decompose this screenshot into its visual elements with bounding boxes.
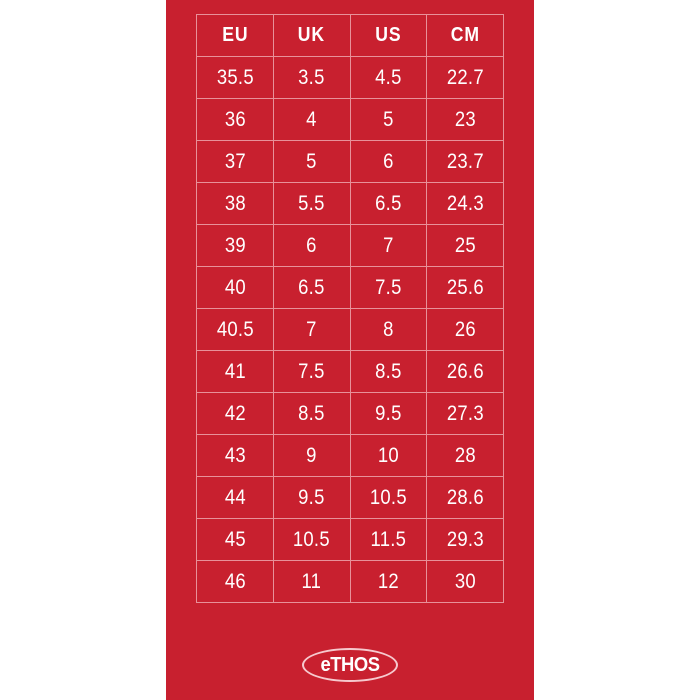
table-row: 46 11 12 30 xyxy=(197,560,504,603)
table-cell: 42 xyxy=(200,392,270,435)
table-cell: 44 xyxy=(200,476,270,519)
table-cell: 35.5 xyxy=(200,56,270,99)
table-row: 45 10.5 11.5 29.3 xyxy=(197,518,504,561)
table-row: 40.5 7 8 26 xyxy=(197,308,504,351)
table-cell: 40 xyxy=(200,266,270,309)
table-cell: 10 xyxy=(354,434,423,477)
table-cell: 37 xyxy=(200,140,270,183)
table-cell: 3.5 xyxy=(277,56,346,99)
table-cell: 40.5 xyxy=(200,308,270,351)
ethos-logo: eTHOS xyxy=(302,648,398,682)
table-cell: 23 xyxy=(430,98,500,141)
table-row: 35.5 3.5 4.5 22.7 xyxy=(197,56,504,99)
table-cell: 25 xyxy=(430,224,500,267)
table-cell: 6 xyxy=(277,224,346,267)
table-row: 41 7.5 8.5 26.6 xyxy=(197,350,504,393)
table-cell: 45 xyxy=(200,518,270,561)
table-cell: 5 xyxy=(277,140,346,183)
table-cell: 46 xyxy=(200,560,270,603)
table-cell: 7.5 xyxy=(277,350,346,393)
table-cell: 5 xyxy=(354,98,423,141)
table-row: 36 4 5 23 xyxy=(197,98,504,141)
table-cell: 28.6 xyxy=(430,476,500,519)
table-cell: 26.6 xyxy=(430,350,500,393)
table-cell: 22.7 xyxy=(430,56,500,99)
table-cell: 36 xyxy=(200,98,270,141)
table-cell: 23.7 xyxy=(430,140,500,183)
table-row: 44 9.5 10.5 28.6 xyxy=(197,476,504,519)
table-row: 39 6 7 25 xyxy=(197,224,504,267)
table-cell: 11 xyxy=(277,560,346,603)
table-cell: 8.5 xyxy=(354,350,423,393)
table-row: 37 5 6 23.7 xyxy=(197,140,504,183)
table-body: 35.5 3.5 4.5 22.7 36 4 5 23 37 5 6 23.7 38 5.5 6.5 24.3… xyxy=(197,56,504,603)
table-cell: 41 xyxy=(200,350,270,393)
table-cell: 28 xyxy=(430,434,500,477)
table-row: 40 6.5 7.5 25.6 xyxy=(197,266,504,309)
column-header-us: US xyxy=(354,14,423,57)
table-cell: 12 xyxy=(354,560,423,603)
table-cell: 8 xyxy=(354,308,423,351)
table-cell: 10.5 xyxy=(354,476,423,519)
table-cell: 9.5 xyxy=(277,476,346,519)
table-cell: 6.5 xyxy=(277,266,346,309)
table-cell: 30 xyxy=(430,560,500,603)
table-cell: 6 xyxy=(354,140,423,183)
table-cell: 4 xyxy=(277,98,346,141)
table-cell: 24.3 xyxy=(430,182,500,225)
table-cell: 7 xyxy=(354,224,423,267)
column-header-cm: CM xyxy=(430,14,500,57)
column-header-eu: EU xyxy=(200,14,270,57)
table-cell: 7.5 xyxy=(354,266,423,309)
table-cell: 26 xyxy=(430,308,500,351)
table-row: 43 9 10 28 xyxy=(197,434,504,477)
size-chart-panel: EU UK US CM 35.5 3.5 4.5 22.7 36 4 5 23 37 5 6 23.7… xyxy=(166,0,534,700)
logo-wordmark: eTHOS xyxy=(320,654,380,676)
table-cell: 10.5 xyxy=(277,518,346,561)
table-row: 38 5.5 6.5 24.3 xyxy=(197,182,504,225)
table-cell: 11.5 xyxy=(354,518,423,561)
table-cell: 43 xyxy=(200,434,270,477)
table-cell: 7 xyxy=(277,308,346,351)
size-conversion-table: EU UK US CM 35.5 3.5 4.5 22.7 36 4 5 23 37 5 6 23.7… xyxy=(196,14,504,603)
logo-ellipse-icon xyxy=(302,648,398,682)
table-cell: 5.5 xyxy=(277,182,346,225)
table-cell: 38 xyxy=(200,182,270,225)
table-cell: 4.5 xyxy=(354,56,423,99)
table-cell: 39 xyxy=(200,224,270,267)
table-row: 42 8.5 9.5 27.3 xyxy=(197,392,504,435)
table-cell: 9.5 xyxy=(354,392,423,435)
table-cell: 9 xyxy=(277,434,346,477)
table-cell: 8.5 xyxy=(277,392,346,435)
table-cell: 6.5 xyxy=(354,182,423,225)
table-cell: 29.3 xyxy=(430,518,500,561)
table-header-row: EU UK US CM xyxy=(197,14,504,57)
table-cell: 25.6 xyxy=(430,266,500,309)
column-header-uk: UK xyxy=(277,14,346,57)
table-cell: 27.3 xyxy=(430,392,500,435)
